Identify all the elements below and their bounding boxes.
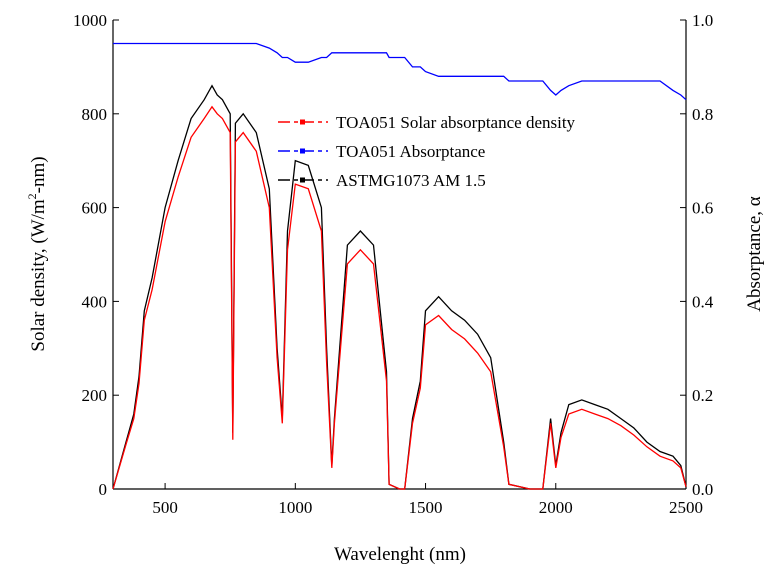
- y2-tick-label: 0.6: [692, 199, 713, 218]
- y2-tick-label: 0.0: [692, 480, 713, 499]
- legend-label: TOA051 Solar absorptance density: [336, 113, 576, 132]
- legend-label: TOA051 Absorptance: [336, 142, 485, 161]
- series-line: [113, 42, 687, 101]
- y-tick-label: 1000: [73, 11, 107, 30]
- x-tick-label: 500: [152, 498, 178, 517]
- y-tick-label: 800: [82, 105, 108, 124]
- y2-axis-label: Absorptance, α: [744, 196, 765, 312]
- y2-tick-label: 0.2: [692, 386, 713, 405]
- legend-marker: [300, 119, 305, 125]
- y-label-sup: 2: [25, 193, 39, 199]
- y-tick-label: 0: [99, 480, 108, 499]
- y2-tick-label: 0.4: [692, 292, 714, 311]
- x-tick-label: 1500: [409, 498, 443, 517]
- y-tick-label: 400: [82, 292, 108, 311]
- y-axis-label: Solar density, (W/m2-nm): [25, 156, 49, 351]
- series-line: [112, 84, 687, 490]
- x-axis-label: Wavelenght (nm): [334, 544, 466, 565]
- x-tick-label: 2000: [539, 498, 573, 517]
- legend-label: ASTMG1073 AM 1.5: [336, 171, 486, 190]
- y-label-part: -nm): [28, 156, 49, 193]
- y2-tick-label: 0.8: [692, 105, 713, 124]
- x-tick-label: 1000: [278, 498, 312, 517]
- series-line: [112, 105, 687, 490]
- y2-tick-label: 1.0: [692, 11, 713, 30]
- y-label-part: Solar density, (W/m: [28, 199, 49, 352]
- legend-marker: [300, 148, 305, 154]
- y-tick-label: 600: [82, 199, 108, 218]
- x-tick-label: 2500: [669, 498, 703, 517]
- y-tick-label: 200: [82, 386, 108, 405]
- legend-marker: [300, 177, 305, 183]
